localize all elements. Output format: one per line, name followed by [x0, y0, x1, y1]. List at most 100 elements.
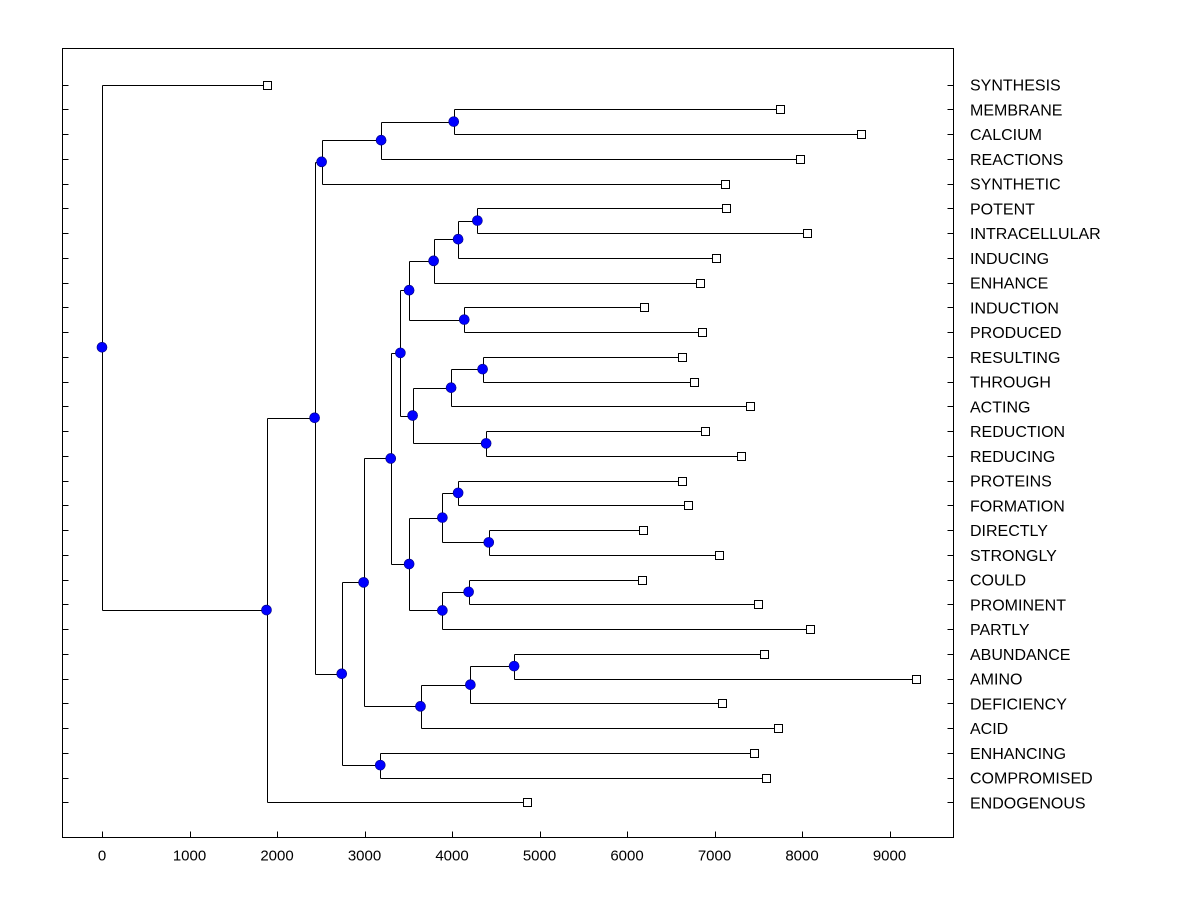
leaf-label: SYNTHETIC — [970, 177, 1061, 194]
x-tick-label: 6000 — [610, 848, 643, 865]
node-marker — [261, 604, 272, 616]
leaf-label: REDUCING — [970, 449, 1055, 466]
leaf-labels: SYNTHESIS MEMBRANE CALCIUM REACTIONS SYNTHET… — [970, 78, 1101, 813]
plot-frame — [62, 48, 954, 838]
leaf-marker — [678, 353, 687, 362]
leaf-label: MEMBRANE — [970, 102, 1062, 119]
leaf-marker — [523, 798, 532, 807]
leaf-markers — [263, 81, 921, 807]
leaf-marker — [912, 675, 921, 684]
leaf-label: AMINO — [970, 672, 1022, 689]
leaf-label: ENHANCING — [970, 746, 1066, 763]
leaf-label: CALCIUM — [970, 127, 1042, 144]
leaf-marker — [638, 576, 647, 585]
leaf-label: PROTEINS — [970, 474, 1052, 491]
leaf-marker — [803, 229, 812, 238]
leaf-label: REDUCTION — [970, 424, 1065, 441]
leaf-marker — [678, 477, 687, 486]
x-tick-label: 8000 — [785, 848, 818, 865]
leaf-marker — [806, 625, 815, 634]
leaf-marker — [776, 105, 785, 114]
leaf-label: SYNTHESIS — [970, 78, 1061, 95]
x-tick-label: 2000 — [260, 848, 293, 865]
node-marker — [463, 586, 474, 598]
node-marker — [452, 487, 464, 499]
x-tick-label: 1000 — [173, 848, 206, 865]
leaf-marker — [712, 254, 721, 263]
node-marker — [465, 679, 476, 690]
leaf-marker — [746, 402, 755, 411]
leaf-marker — [754, 600, 763, 609]
leaf-marker — [721, 180, 730, 189]
leaf-label: PARTLY — [970, 622, 1030, 639]
leaf-label: COULD — [970, 573, 1026, 590]
node-marker — [309, 412, 320, 424]
leaf-label: INDUCTION — [970, 300, 1059, 317]
leaf-label: DEFICIENCY — [970, 696, 1067, 713]
leaf-marker — [774, 724, 783, 733]
leaf-label: PROMINENT — [970, 597, 1066, 614]
leaf-label: INTRACELLULAR — [970, 226, 1101, 243]
node-marker — [483, 537, 495, 548]
leaf-label: STRONGLY — [970, 548, 1057, 565]
node-marker — [472, 215, 483, 226]
node-marker — [407, 410, 418, 421]
leaf-marker — [690, 378, 699, 387]
leaf-marker — [737, 452, 746, 461]
node-marker — [375, 134, 387, 146]
leaf-label: DIRECTLY — [970, 523, 1048, 540]
leaf-label: RESULTING — [970, 350, 1060, 367]
leaf-marker — [640, 303, 649, 312]
x-tick-label: 5000 — [523, 848, 556, 865]
leaf-label: ABUNDANCE — [970, 647, 1070, 664]
leaf-marker — [760, 650, 769, 659]
node-marker — [458, 314, 470, 325]
node-marker — [452, 233, 464, 245]
leaf-marker — [263, 81, 272, 90]
node-marker — [316, 156, 327, 168]
node-marker — [445, 382, 457, 393]
leaf-marker — [715, 551, 724, 560]
x-tick-label: 9000 — [873, 848, 906, 865]
node-marker — [336, 668, 348, 680]
leaf-marker — [639, 526, 648, 535]
leaf-marker — [750, 749, 759, 758]
node-marker — [358, 577, 369, 588]
leaf-marker — [701, 427, 710, 436]
node-marker — [437, 512, 448, 523]
node-marker — [437, 605, 448, 616]
node-marker — [96, 341, 108, 353]
leaf-marker — [718, 699, 727, 708]
leaf-marker — [684, 501, 693, 510]
node-marker — [374, 759, 386, 771]
leaf-label: PRODUCED — [970, 325, 1062, 342]
node-marker — [415, 701, 426, 712]
leaf-marker — [796, 155, 805, 164]
axis-ticks: 0 1000 2000 3000 4000 5000 6000 7000 8000 9000 — [62, 85, 954, 865]
x-tick-label: 7000 — [698, 848, 731, 865]
node-marker — [403, 284, 415, 296]
leaf-label: REACTIONS — [970, 152, 1063, 169]
node-markers — [96, 116, 520, 771]
leaf-marker — [857, 130, 866, 139]
leaf-label: POTENT — [970, 201, 1035, 218]
leaf-label: ENHANCE — [970, 276, 1048, 293]
leaf-label: FORMATION — [970, 498, 1065, 515]
leaf-label: ACTING — [970, 399, 1030, 416]
node-marker — [395, 347, 406, 359]
node-marker — [508, 660, 520, 672]
x-tick-label: 3000 — [348, 848, 381, 865]
leaf-marker — [722, 204, 731, 213]
leaf-marker — [696, 279, 705, 288]
leaf-label: THROUGH — [970, 375, 1051, 392]
node-marker — [385, 453, 397, 464]
x-tick-label: 0 — [98, 848, 106, 865]
leaf-marker — [762, 774, 771, 783]
leaf-marker — [698, 328, 707, 337]
leaf-label: ACID — [970, 721, 1008, 738]
node-marker — [403, 558, 415, 570]
x-tick-label: 4000 — [435, 848, 468, 865]
leaf-label: ENDOGENOUS — [970, 795, 1086, 812]
leaf-label: COMPROMISED — [970, 771, 1093, 788]
